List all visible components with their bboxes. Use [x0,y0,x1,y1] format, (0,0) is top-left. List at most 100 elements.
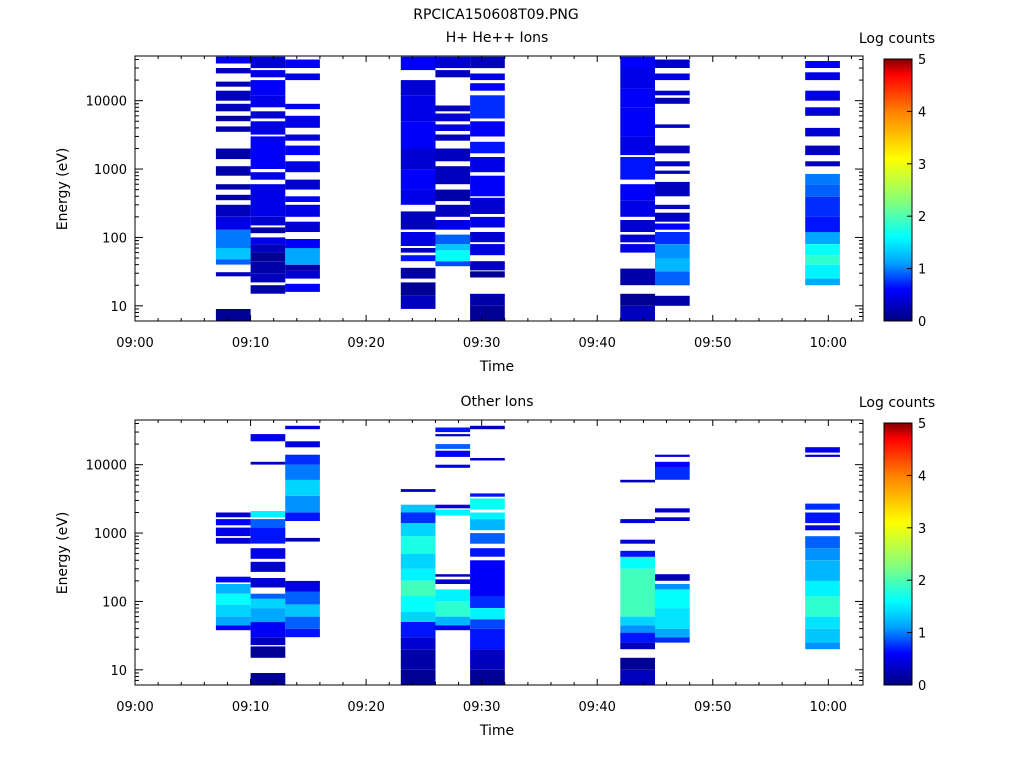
y-tick-label: 100 [102,231,127,246]
heatmap-cell [215,584,251,594]
heatmap-cell [620,68,655,89]
heatmap-cell [285,628,320,638]
heatmap-cell [435,574,471,577]
heatmap-cell [400,189,436,205]
heatmap-cell [215,204,251,217]
heatmap-cell [400,596,436,612]
colorbar-tick-label: 0 [918,679,926,694]
heatmap-cell [655,584,690,590]
heatmap-cell [285,145,320,156]
colorbar-tick-label: 4 [918,469,926,484]
heatmap-cell [400,282,436,296]
heatmap-cell [435,70,471,78]
y-axis-label: Energy (eV) [55,512,71,595]
heatmap-cell [400,248,436,253]
heatmap-cell [655,461,690,468]
heatmap-cell [470,232,505,243]
heatmap-cell [655,90,690,96]
heatmap-cell [285,196,320,202]
heatmap-cell [470,244,505,256]
heatmap-cell [620,56,655,69]
heatmap-cell [470,596,505,608]
heatmap-cell [250,136,286,169]
heatmap-cell [805,90,840,101]
heatmap-cell [250,593,286,599]
heatmap-cells [215,425,840,685]
heatmap-cell [215,229,251,249]
heatmap-cell [470,56,505,69]
heatmap-cell [470,533,505,544]
heatmap-cell [285,537,320,542]
x-tick-label: 09:00 [116,700,153,715]
heatmap-cell [215,537,251,544]
heatmap-cell [435,134,471,141]
heatmap-cell [250,172,286,180]
x-tick-label: 09:30 [463,700,500,715]
heatmap-cell [285,604,320,617]
x-tick-label: 09:30 [463,336,500,351]
heatmap-cell [400,580,436,597]
heatmap-cell [470,619,505,629]
heatmap-cell [250,121,286,135]
heatmap-cell [435,166,471,185]
heatmap-cell [805,512,840,524]
heatmap-cell [470,293,505,306]
heatmap-cell [435,589,471,602]
y-tick-label: 1000 [94,163,127,178]
x-tick-label: 09:10 [232,336,269,351]
heatmap-cell [655,204,690,210]
heatmap-cell [435,113,471,122]
panel-h-he-ions: H+ He++ Ions Log counts Energy (eV) Time… [55,30,935,375]
y-tick-label: 10000 [86,459,127,474]
heatmap-cell [655,170,690,174]
heatmap-cell [435,204,471,217]
heatmap-cell [250,461,286,465]
heatmap-cell [285,425,320,430]
heatmap-cell [655,232,690,244]
heatmap-cell [285,283,320,292]
heatmap-cell [250,578,286,588]
heatmap-cell [400,504,436,513]
heatmap-cell [285,248,320,265]
heatmap-cell [655,574,690,581]
heatmap-cell [215,272,251,277]
heatmap-cell [470,271,505,278]
heatmap-cell [620,136,655,156]
heatmap-cell [250,273,286,283]
colorbar-tick-label: 2 [918,210,926,225]
heatmap-cell [250,237,286,244]
heatmap-cell [655,145,690,154]
heatmap-cell [655,124,690,128]
heatmap-cell [250,608,286,623]
heatmap-cell [655,517,690,521]
page-title: RPCICA150608T09.PNG [413,7,578,23]
heatmap-cell [805,232,840,244]
heatmap-cell [805,642,840,650]
heatmap-cell [470,73,505,81]
heatmap-cell [805,525,840,531]
heatmap-cell [805,127,840,137]
heatmap-cell [285,239,320,249]
plot-frame [134,55,864,322]
x-axis-label: Time [479,723,514,739]
heatmap-cell [655,223,690,230]
heatmap-cell [655,628,690,638]
heatmap-cell [435,601,471,617]
heatmap-cell [400,169,436,190]
heatmap-cell [470,628,505,650]
heatmap-cell [285,495,320,513]
heatmap-cells [215,56,840,321]
heatmap-cell [400,295,436,309]
heatmap-cell [250,434,286,442]
heatmap-cell [285,103,320,110]
heatmap-cell [285,179,320,190]
heatmap-cell [215,604,251,617]
heatmap-cell [285,134,320,141]
heatmap-cell [215,625,251,631]
heatmap-cell [620,88,655,108]
heatmap-cell [655,73,690,81]
heatmap-cell [435,509,471,516]
heatmap-cell [400,536,436,554]
heatmap-cell [435,56,471,69]
heatmap-cell [620,305,655,321]
